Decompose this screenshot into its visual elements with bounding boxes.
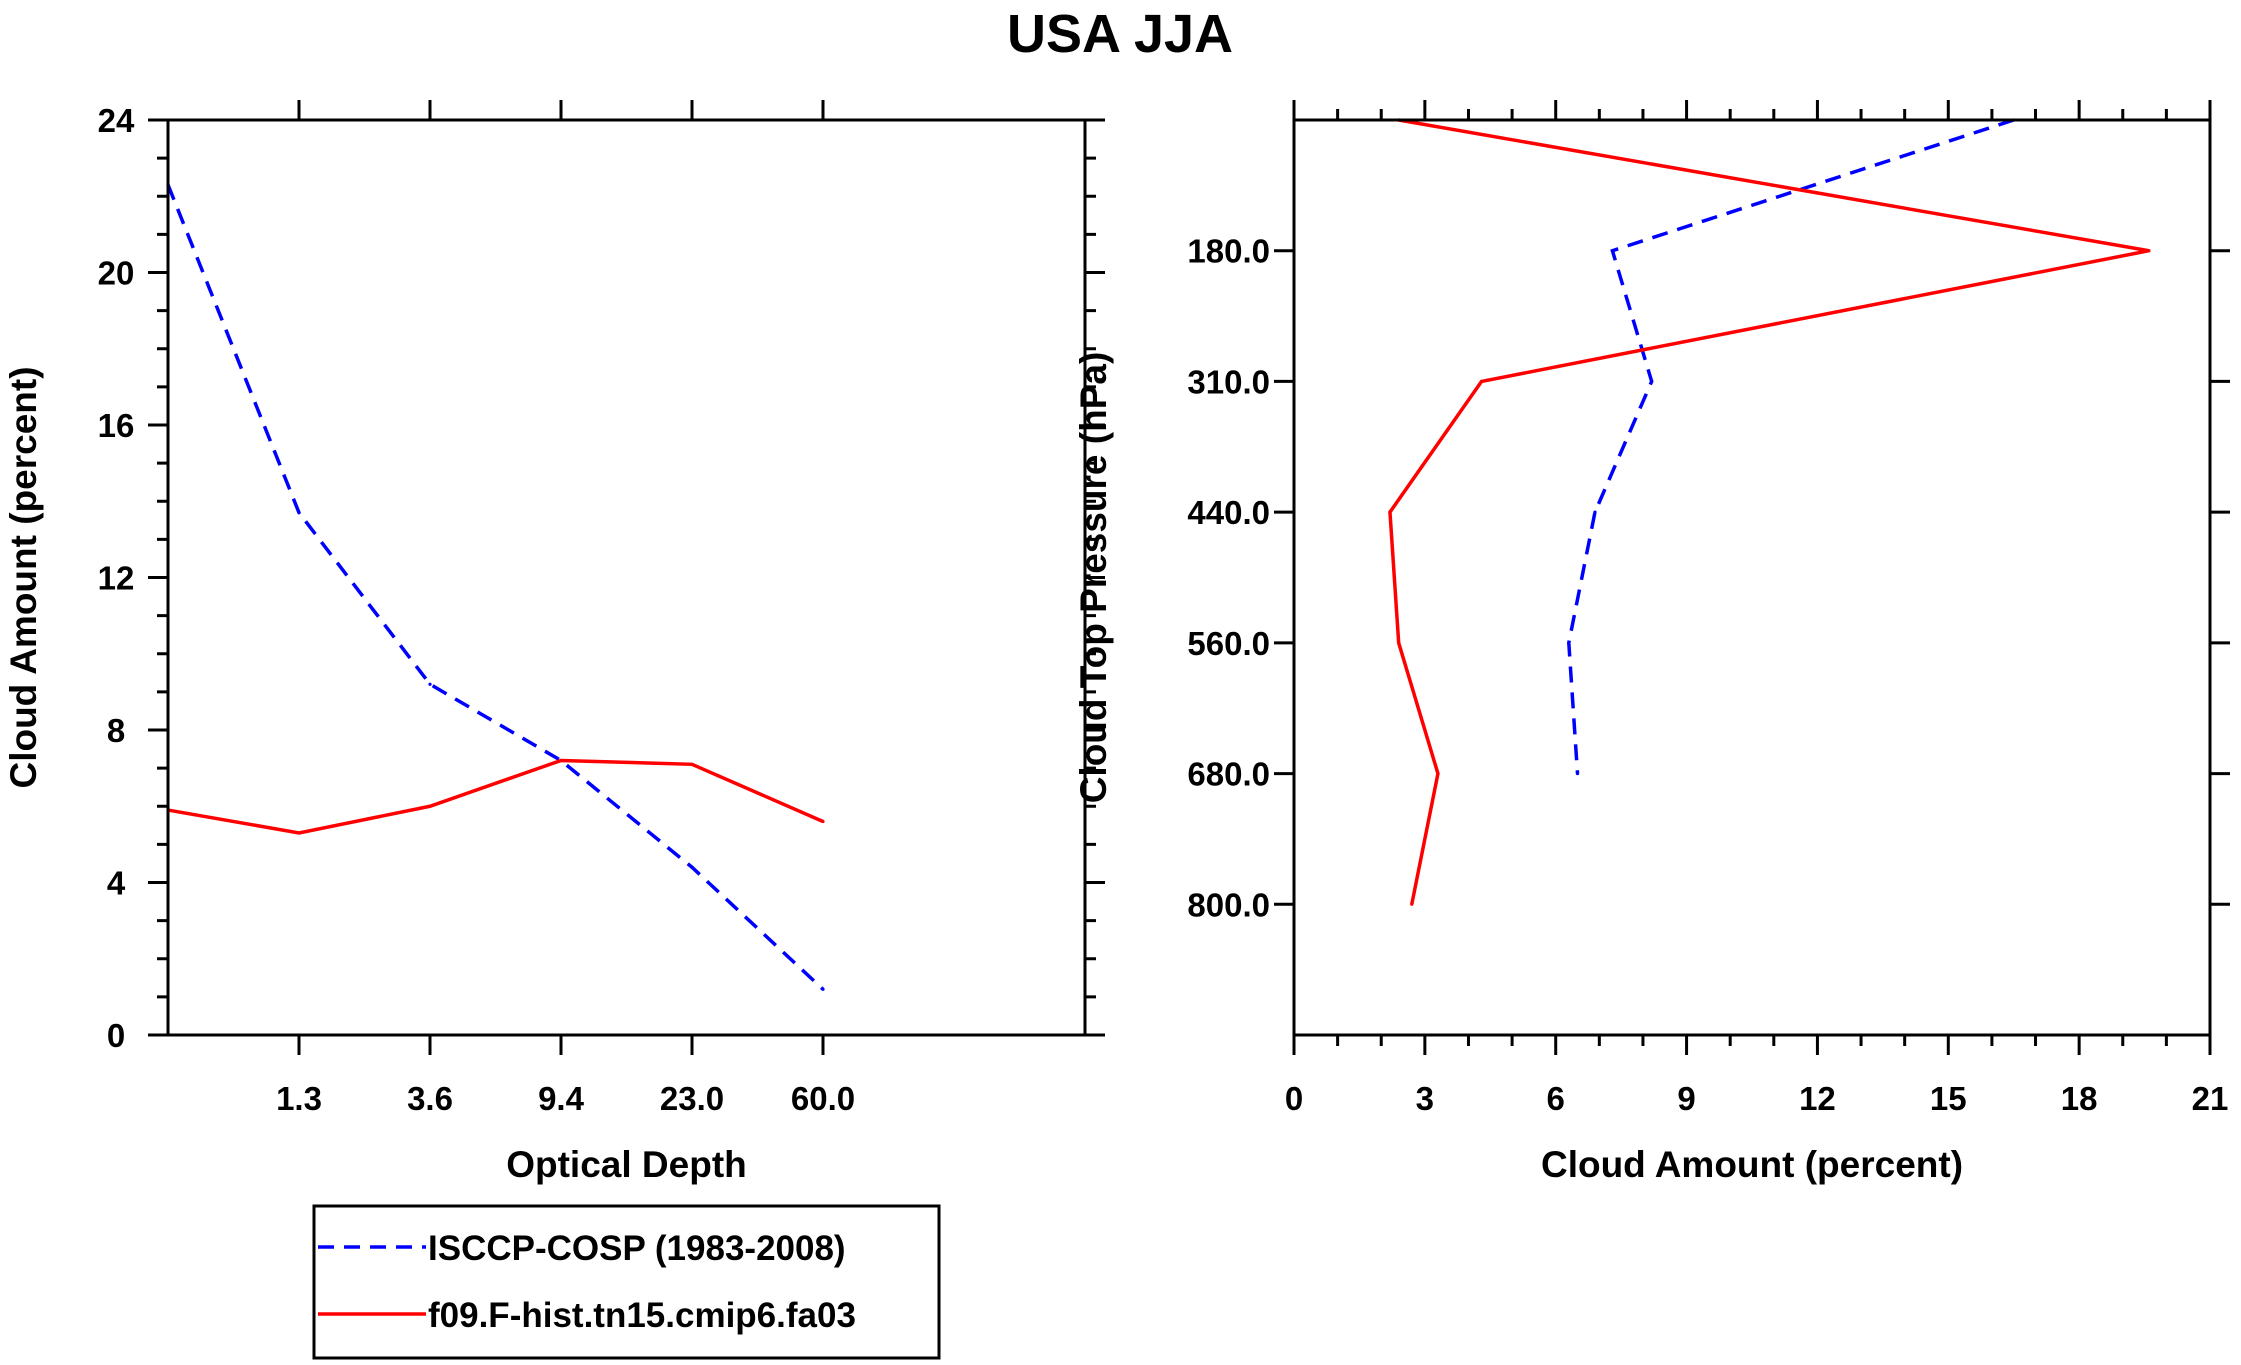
- left-x-axis-label: Optical Depth: [506, 1144, 747, 1185]
- left-isccp-point: [821, 987, 825, 991]
- y-tick-label: 12: [98, 560, 135, 597]
- x-tick-label: 1.3: [276, 1080, 322, 1117]
- left-isccp-point: [297, 511, 301, 515]
- y-tick-label: 180.0: [1187, 233, 1270, 270]
- right-model-point: [1397, 641, 1401, 645]
- x-tick-label: 60.0: [791, 1080, 855, 1117]
- y-tick-label: 4: [107, 865, 126, 902]
- left-panel: 0 4 8 12 16 20 24 1.3 3.6 9.4 23.0 60.0 Optical Dept…: [3, 100, 1105, 1185]
- y-tick-label: 560.0: [1187, 625, 1270, 662]
- x-tick-label: 18: [2061, 1080, 2098, 1117]
- y-tick-label: 680.0: [1187, 756, 1270, 793]
- x-tick-label: 3.6: [407, 1080, 453, 1117]
- right-isccp-point: [1575, 771, 1580, 776]
- right-series-model-line: [1388, 118, 2150, 905]
- left-y-axis-label: Cloud Amount (percent): [3, 366, 44, 788]
- chart-title: USA JJA: [1007, 4, 1233, 64]
- right-plot-frame: [1292, 118, 2212, 1037]
- y-tick-label: 310.0: [1187, 363, 1270, 400]
- left-series-model-line: [167, 758, 824, 835]
- left-model-point: [559, 758, 563, 763]
- legend-frame: [312, 1204, 941, 1360]
- right-model-point: [2147, 249, 2151, 253]
- right-y-axis-label: Cloud Top Pressure (hPa): [1073, 352, 1114, 804]
- y-tick-label: 800.0: [1187, 886, 1270, 923]
- x-tick-label: 15: [1930, 1080, 1967, 1117]
- y-tick-label: 24: [98, 102, 135, 139]
- right-x-axis-label: Cloud Amount (percent): [1541, 1144, 1963, 1185]
- x-tick-label: 12: [1799, 1080, 1836, 1117]
- right-model-point: [1479, 379, 1484, 384]
- left-model-point: [428, 804, 432, 808]
- right-panel: 0 3 6 9 12 15 18 21 180.0 310.0 440.0 560.0 680.0 800…: [1073, 100, 2230, 1185]
- legend-label-model: f09.F-hist.tn15.cmip6.fa03: [428, 1296, 856, 1335]
- right-isccp-point: [1567, 641, 1571, 645]
- right-isccp-point: [1650, 379, 1654, 384]
- left-plot-frame: [166, 118, 1087, 1037]
- right-isccp-point: [1610, 249, 1615, 253]
- y-tick-label: 8: [107, 712, 125, 749]
- x-tick-label: 3: [1416, 1080, 1434, 1117]
- left-series-isccp-line: [166, 184, 825, 991]
- right-isccp-point: [1593, 510, 1597, 514]
- x-tick-label: 23.0: [660, 1080, 724, 1117]
- x-tick-label: 0: [1285, 1080, 1303, 1117]
- right-model-point: [1436, 771, 1440, 776]
- x-tick-label: 9.4: [538, 1080, 585, 1117]
- y-tick-label: 440.0: [1187, 494, 1270, 531]
- left-isccp-point: [428, 682, 432, 686]
- legend-label-isccp: ISCCP-COSP (1983-2008): [428, 1229, 846, 1268]
- x-tick-label: 21: [2192, 1080, 2229, 1117]
- x-tick-label: 9: [1677, 1080, 1695, 1117]
- left-model-point: [821, 819, 825, 824]
- y-tick-label: 20: [98, 255, 135, 292]
- left-isccp-point: [690, 865, 694, 869]
- left-model-point: [690, 762, 694, 766]
- right-series-isccp-line: [1567, 118, 2015, 774]
- right-model-point: [1388, 510, 1392, 514]
- left-model-point: [297, 831, 301, 835]
- legend: ISCCP-COSP (1983-2008) f09.F-hist.tn15.c…: [312, 1204, 941, 1360]
- x-tick-label: 6: [1547, 1080, 1565, 1117]
- y-tick-label: 0: [107, 1017, 125, 1054]
- right-model-point: [1410, 902, 1414, 906]
- y-tick-label: 16: [98, 407, 135, 444]
